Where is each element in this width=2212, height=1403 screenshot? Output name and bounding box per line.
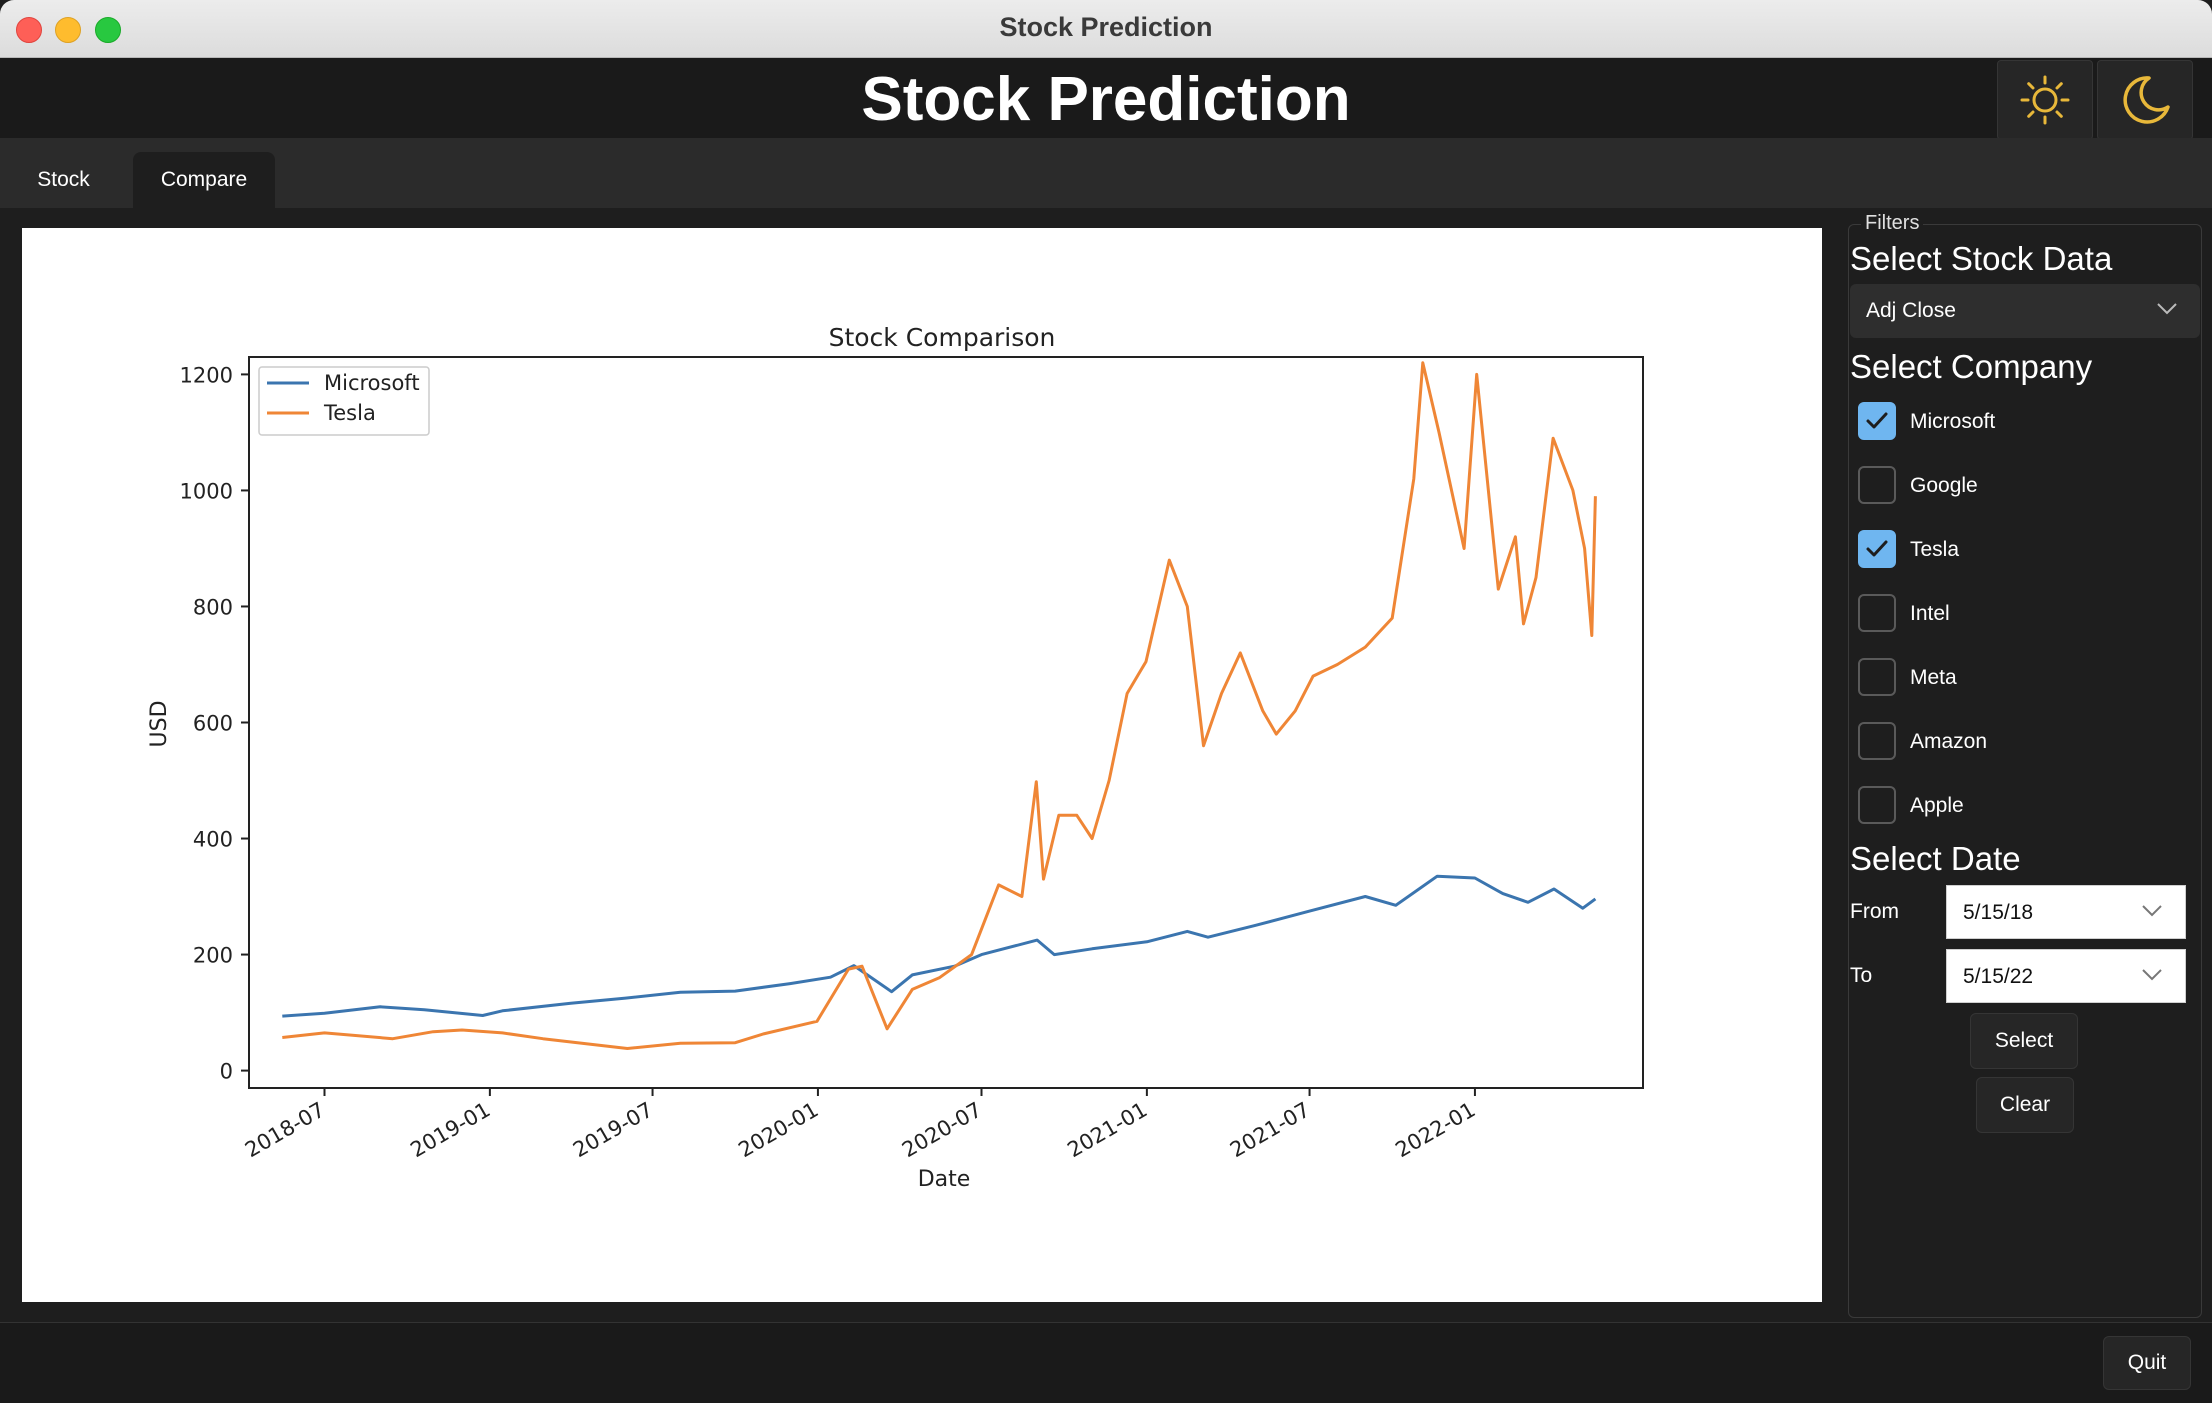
y-tick-label: 0 <box>220 1060 233 1084</box>
stock-comparison-chart: Stock Comparison 0 200 400 600 800 1000 1200 20… <box>147 323 1644 1192</box>
app-header: Stock Prediction <box>0 58 2212 140</box>
company-checkbox[interactable] <box>1858 594 1896 632</box>
stock-data-dropdown[interactable]: Adj Close <box>1850 284 2200 338</box>
filters-panel <box>1848 224 2202 1318</box>
company-checkbox-label: Google <box>1910 474 1978 497</box>
light-theme-button[interactable] <box>1997 60 2093 140</box>
window-title: Stock Prediction <box>999 12 1213 42</box>
select-company-heading: Select Company <box>1850 348 2093 385</box>
to-date-picker[interactable]: 5/15/22 <box>1946 949 2186 1003</box>
window-titlebar: Stock Prediction <box>0 0 2212 58</box>
from-date-value: 5/15/18 <box>1963 901 2034 924</box>
tab-stock[interactable]: Stock <box>37 168 90 191</box>
app-title: Stock Prediction <box>861 65 1351 134</box>
checkmark-icon <box>1866 412 1888 429</box>
x-tick-label: 2018-07 <box>241 1098 329 1163</box>
series-line-tesla <box>282 361 1597 1050</box>
chevron-down-icon <box>2142 905 2162 917</box>
x-tick-label: 2020-01 <box>734 1098 822 1163</box>
y-tick-label: 1000 <box>180 479 233 503</box>
y-tick-label: 1200 <box>180 363 233 387</box>
clear-button[interactable]: Clear <box>1976 1077 2074 1133</box>
x-tick-label: 2022-01 <box>1391 1098 1479 1163</box>
x-tick-label: 2020-07 <box>898 1098 986 1163</box>
chevron-down-icon <box>2157 303 2177 315</box>
chevron-down-icon <box>2142 969 2162 981</box>
y-tick-label: 200 <box>193 944 233 968</box>
chart-panel: Stock Comparison 0 200 400 600 800 1000 1200 20… <box>22 228 1822 1302</box>
close-window-button[interactable] <box>16 17 42 43</box>
x-tick-label: 2019-01 <box>406 1098 494 1163</box>
to-label: To <box>1850 964 1873 987</box>
filters-legend: Filters <box>1861 212 1924 235</box>
quit-button[interactable]: Quit <box>2103 1336 2191 1390</box>
company-checkbox-label: Tesla <box>1910 538 1960 561</box>
moon-icon <box>2123 76 2170 124</box>
company-checkbox[interactable] <box>1858 530 1896 568</box>
company-checkbox-label: Amazon <box>1910 730 1988 753</box>
from-label: From <box>1850 900 1899 923</box>
minimize-window-button[interactable] <box>55 17 81 43</box>
y-axis-label: USD <box>147 700 172 747</box>
series-line-microsoft <box>282 874 1597 1018</box>
x-tick-label: 2021-01 <box>1063 1098 1151 1163</box>
company-checkbox[interactable] <box>1858 466 1896 504</box>
sun-icon <box>2020 75 2070 125</box>
to-date-value: 5/15/22 <box>1963 965 2034 988</box>
company-checkbox-label: Intel <box>1910 602 1950 625</box>
tab-bar: Stock Compare <box>0 138 2212 208</box>
company-checkbox-label: Microsoft <box>1910 410 1996 433</box>
stock-data-value: Adj Close <box>1866 299 1956 322</box>
chart-legend: Microsoft Tesla <box>258 366 430 436</box>
from-date-picker[interactable]: 5/15/18 <box>1946 885 2186 939</box>
y-tick-label: 400 <box>193 828 233 852</box>
y-tick-label: 800 <box>193 595 233 619</box>
x-axis-label: Date <box>918 1167 971 1192</box>
plot-frame <box>248 356 1644 1089</box>
legend-label-microsoft: Microsoft <box>324 371 420 395</box>
checkmark-icon <box>1866 540 1888 557</box>
select-date-heading: Select Date <box>1850 840 2021 877</box>
company-checkbox[interactable] <box>1858 786 1896 824</box>
company-checkbox[interactable] <box>1858 722 1896 760</box>
company-checkbox[interactable] <box>1858 658 1896 696</box>
company-checkbox-label: Meta <box>1910 666 1957 689</box>
y-tick-label: 600 <box>193 712 233 736</box>
company-checkbox[interactable] <box>1858 402 1896 440</box>
x-tick-label: 2021-07 <box>1226 1098 1314 1163</box>
maximize-window-button[interactable] <box>95 17 121 43</box>
tab-compare[interactable]: Compare <box>133 152 275 208</box>
legend-label-tesla: Tesla <box>323 401 376 425</box>
dark-theme-button[interactable] <box>2097 60 2193 140</box>
x-tick-label: 2019-07 <box>569 1098 657 1163</box>
select-button[interactable]: Select <box>1970 1013 2078 1069</box>
company-checkbox-label: Apple <box>1910 794 1964 817</box>
select-stock-data-heading: Select Stock Data <box>1850 240 2113 277</box>
chart-title: Stock Comparison <box>829 323 1056 352</box>
bottom-bar <box>0 1322 2212 1403</box>
